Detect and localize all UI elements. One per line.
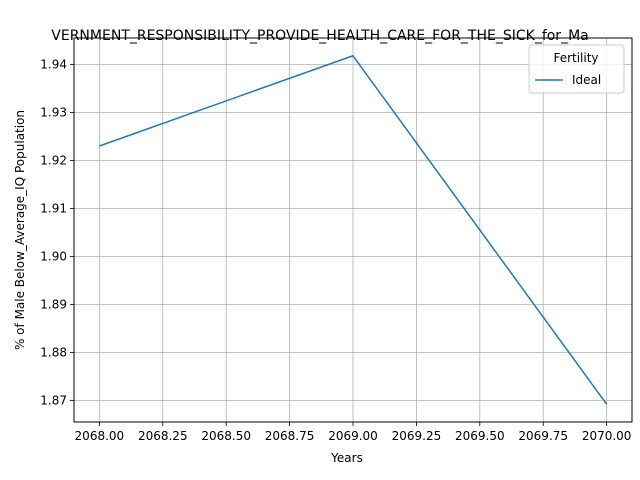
- series-layer: [99, 55, 608, 405]
- y-tick-label: 1.89: [40, 297, 67, 311]
- y-tick-label: 1.87: [40, 393, 67, 407]
- x-tick-label: 2070.00: [582, 429, 632, 443]
- x-tick-label: 2068.75: [265, 429, 315, 443]
- legend: Fertility Ideal: [528, 44, 625, 94]
- y-tick-label: 1.92: [40, 153, 67, 167]
- x-tick-label: 2069.50: [455, 429, 505, 443]
- y-axis-ticks: 1.87 1.88 1.89 1.90 1.91 1.92 1.93 1.94: [40, 57, 74, 407]
- x-axis-label: Years: [330, 451, 363, 465]
- series-line-ideal: [99, 55, 608, 405]
- x-tick-label: 2069.75: [518, 429, 568, 443]
- grid-lines: [74, 38, 632, 422]
- legend-box: [528, 44, 625, 94]
- chart-title: VERNMENT_RESPONSIBILITY_PROVIDE_HEALTH_C…: [51, 28, 588, 44]
- y-tick-label: 1.93: [40, 105, 67, 119]
- y-axis-label: % of Male Below_Average_IQ Population: [13, 110, 27, 350]
- x-tick-label: 2068.50: [201, 429, 251, 443]
- legend-title: Fertility: [553, 51, 598, 65]
- x-tick-label: 2069.25: [392, 429, 442, 443]
- x-tick-label: 2068.00: [75, 429, 125, 443]
- y-tick-label: 1.91: [40, 201, 67, 215]
- legend-label-ideal: Ideal: [572, 73, 601, 87]
- y-tick-label: 1.94: [40, 57, 67, 71]
- y-tick-label: 1.88: [40, 345, 67, 359]
- x-tick-label: 2069.00: [328, 429, 378, 443]
- x-axis-ticks: 2068.00 2068.25 2068.50 2068.75 2069.00 2069.…: [75, 422, 632, 443]
- x-tick-label: 2068.25: [138, 429, 188, 443]
- y-tick-label: 1.90: [40, 249, 67, 263]
